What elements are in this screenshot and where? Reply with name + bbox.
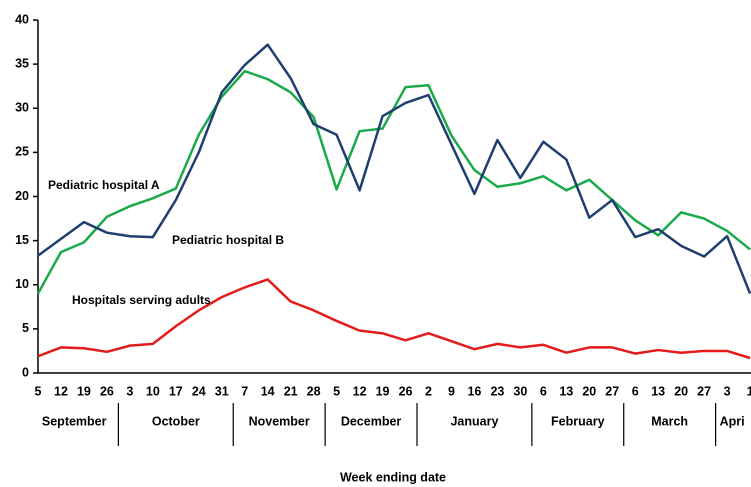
x-tick-label: 19: [376, 384, 390, 398]
x-tick-label: 3: [126, 384, 133, 398]
x-tick-label: 26: [100, 384, 114, 398]
y-tick-label: 40: [15, 12, 29, 26]
month-label: December: [341, 414, 402, 428]
x-tick-label: 23: [490, 384, 504, 398]
x-tick-label: 2: [425, 384, 432, 398]
series-label: Pediatric hospital A: [48, 178, 160, 192]
x-tick-label: 31: [215, 384, 229, 398]
series-label: Hospitals serving adults: [72, 293, 211, 307]
x-tick-label: 5: [35, 384, 42, 398]
month-label: September: [42, 414, 107, 428]
month-label: January: [450, 414, 498, 428]
y-tick-label: 5: [22, 321, 29, 335]
x-tick-label: 7: [241, 384, 248, 398]
x-tick-label: 9: [448, 384, 455, 398]
x-tick-label: 6: [540, 384, 547, 398]
x-tick-label: 17: [169, 384, 183, 398]
x-tick-label: 13: [559, 384, 573, 398]
series-line: [37, 43, 751, 295]
x-tick-label: 14: [261, 384, 275, 398]
x-tick-label: 28: [307, 384, 321, 398]
y-tick-label: 0: [22, 365, 29, 379]
series-label: Pediatric hospital B: [172, 233, 284, 247]
x-tick-label: 1: [747, 384, 751, 398]
series-line: [37, 278, 751, 360]
month-label: February: [551, 414, 605, 428]
x-tick-label: 19: [77, 384, 91, 398]
y-tick-label: 35: [15, 56, 29, 70]
y-tick-label: 20: [15, 189, 29, 203]
x-tick-label: 6: [632, 384, 639, 398]
x-tick-label: 20: [674, 384, 688, 398]
month-label: Apri: [720, 414, 745, 428]
x-tick-label: 3: [724, 384, 731, 398]
x-tick-label: 5: [333, 384, 340, 398]
x-tick-label: 10: [146, 384, 160, 398]
x-tick-label: 12: [54, 384, 68, 398]
x-tick-label: 27: [697, 384, 711, 398]
x-tick-label: 24: [192, 384, 206, 398]
y-tick-label: 15: [15, 233, 29, 247]
x-tick-label: 30: [513, 384, 527, 398]
y-tick-label: 30: [15, 101, 29, 115]
x-tick-label: 26: [399, 384, 413, 398]
y-tick-label: 25: [15, 145, 29, 159]
month-label: November: [249, 414, 310, 428]
y-tick-label: 10: [15, 277, 29, 291]
x-tick-label: 27: [605, 384, 619, 398]
x-tick-label: 21: [284, 384, 298, 398]
x-tick-label: 12: [353, 384, 367, 398]
month-label: October: [152, 414, 200, 428]
series-line: [36, 69, 751, 295]
x-tick-label: 13: [651, 384, 665, 398]
x-axis-title: Week ending date: [340, 470, 446, 484]
month-label: March: [651, 414, 688, 428]
x-tick-label: 16: [467, 384, 481, 398]
x-tick-label: 20: [582, 384, 596, 398]
